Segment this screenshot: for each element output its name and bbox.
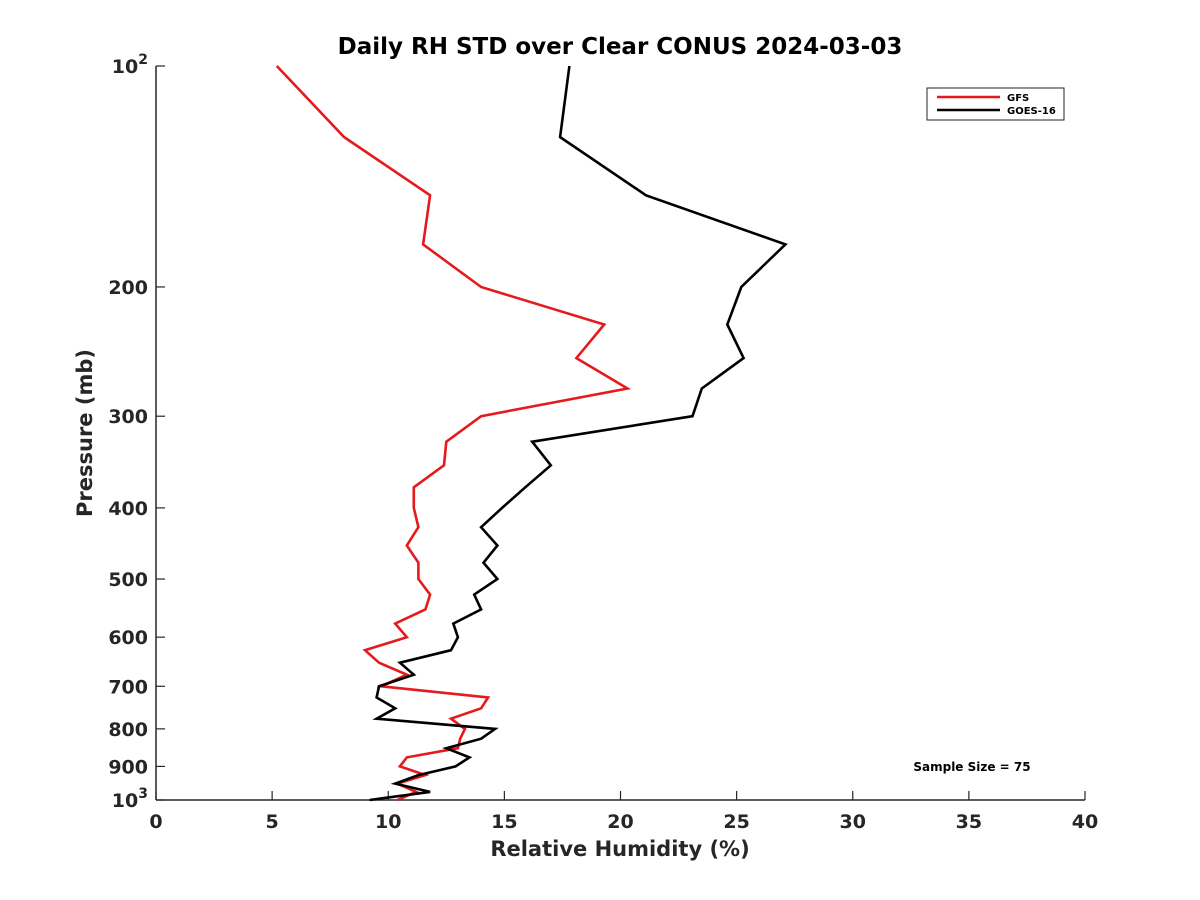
legend-box bbox=[926, 87, 1065, 121]
y-tick-label: 900 bbox=[108, 756, 148, 778]
x-axis-label: Relative Humidity (%) bbox=[490, 837, 749, 861]
y-tick-label: 300 bbox=[108, 406, 148, 428]
x-tick-label: 0 bbox=[149, 811, 162, 833]
x-ticks: 0 5 10 15 20 25 30 35 40 bbox=[149, 791, 1098, 833]
series-line-gfs bbox=[275, 65, 632, 802]
x-tick-label: 25 bbox=[723, 811, 749, 833]
x-tick-label: 10 bbox=[375, 811, 401, 833]
y-tick-label: 102 bbox=[112, 52, 148, 78]
y-tick-label: 800 bbox=[108, 719, 148, 741]
chart-title: Daily RH STD over Clear CONUS 2024-03-03 bbox=[338, 34, 903, 60]
legend-entries: GFS GOES-16 bbox=[937, 93, 1056, 117]
series-line-goes-16 bbox=[369, 65, 788, 802]
x-tick-label: 40 bbox=[1072, 811, 1098, 833]
y-tick-label: 400 bbox=[108, 498, 148, 520]
series-lines bbox=[275, 65, 788, 802]
y-tick-label: 700 bbox=[108, 676, 148, 698]
legend: GFS GOES-16 bbox=[926, 87, 1065, 121]
y-tick-label: 600 bbox=[108, 627, 148, 649]
y-tick-label: 200 bbox=[108, 277, 148, 299]
sample-size-annotation: Sample Size = 75 bbox=[913, 760, 1030, 774]
x-tick-label: 35 bbox=[956, 811, 982, 833]
x-tick-label: 15 bbox=[491, 811, 517, 833]
legend-label: GOES-16 bbox=[1007, 106, 1056, 117]
plot-area: 0 5 10 15 20 25 30 35 40 10220030040050060070080… bbox=[108, 52, 1098, 833]
x-tick-label: 5 bbox=[266, 811, 279, 833]
y-tick-exponent: 3 bbox=[138, 786, 148, 802]
x-tick-label: 20 bbox=[607, 811, 633, 833]
y-tick-base: 10 bbox=[112, 56, 138, 78]
y-tick-label: 103 bbox=[112, 786, 148, 812]
y-tick-exponent: 2 bbox=[138, 52, 148, 68]
legend-label: GFS bbox=[1007, 93, 1029, 104]
x-tick-label: 30 bbox=[840, 811, 866, 833]
y-tick-label: 500 bbox=[108, 569, 148, 591]
y-axis-label: Pressure (mb) bbox=[73, 349, 97, 517]
y-tick-base: 10 bbox=[112, 790, 138, 812]
